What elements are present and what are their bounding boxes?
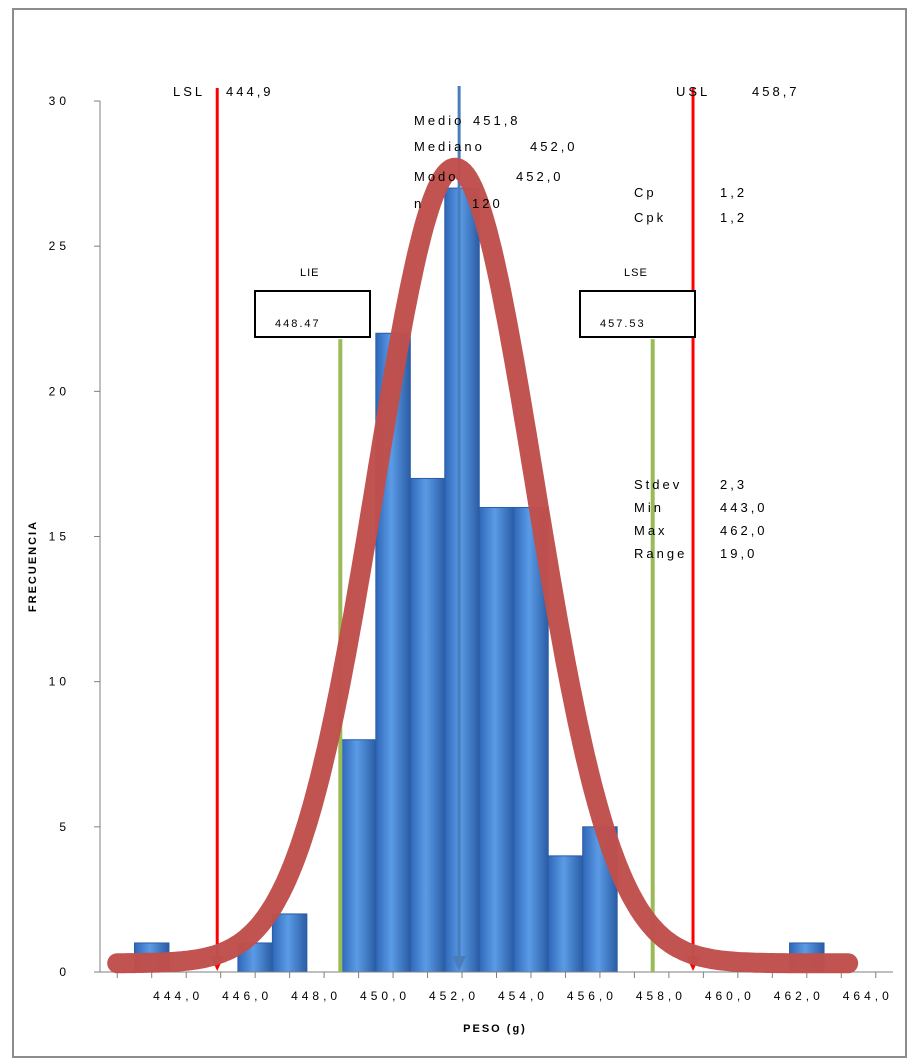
stat-spread-value: 2,3: [720, 477, 747, 492]
control-limit-box-lse: [579, 290, 696, 338]
x-tick-label: 448,0: [291, 989, 341, 1003]
stat-capability-value: 1,2: [720, 185, 747, 200]
stat-center-value: 452,0: [516, 169, 564, 184]
stat-spread-label: Range: [634, 546, 687, 561]
y-tick-label: 20: [49, 384, 70, 398]
stat-capability-label: Cp: [634, 185, 657, 200]
stat-capability-label: Cpk: [634, 210, 666, 225]
stat-spread-label: Min: [634, 500, 664, 515]
spec-limit-name-lsl: LSL: [173, 84, 205, 99]
y-tick-label: 10: [49, 675, 70, 689]
spec-limit-value-lsl: 444,9: [226, 84, 274, 99]
x-tick-label: 454,0: [498, 989, 548, 1003]
histogram-bar: [478, 506, 515, 973]
x-tick-label: 444,0: [153, 989, 203, 1003]
stat-spread-value: 443,0: [720, 500, 768, 515]
x-tick-label: 464,0: [843, 989, 893, 1003]
y-tick-label: 15: [49, 530, 70, 544]
stat-capability-value: 1,2: [720, 210, 747, 225]
x-tick-label: 446,0: [222, 989, 272, 1003]
stat-center-label: n: [414, 196, 424, 211]
y-axis-title: FRECUENCIA: [27, 520, 39, 612]
axes-layer: 0 5 10 15 20 25 30 444,0 446,0 448,0 450,0 452,0 454…: [49, 94, 893, 1003]
curve-layer: [107, 157, 859, 974]
histogram-bar: [547, 855, 584, 973]
x-tick-label: 456,0: [567, 989, 617, 1003]
stat-center-value: 120: [472, 196, 503, 211]
stat-spread-label: Stdev: [634, 477, 682, 492]
y-tick-label: 30: [49, 94, 70, 108]
histogram-bar: [271, 913, 308, 973]
x-tick-label: 460,0: [705, 989, 755, 1003]
stat-spread-value: 19,0: [720, 546, 757, 561]
y-tick-label: 0: [59, 965, 70, 979]
control-limit-box-lie: [254, 290, 371, 338]
stat-spread-label: Max: [634, 523, 668, 538]
stat-center-value: 452,0: [530, 139, 578, 154]
x-tick-label: 452,0: [429, 989, 479, 1003]
stat-spread-value: 462,0: [720, 523, 768, 538]
bars-layer: [133, 187, 825, 973]
spec-limit-value-usl: 458,7: [752, 84, 800, 99]
spec-limit-name-usl: USL: [676, 84, 710, 99]
normal-distribution-curve: [107, 157, 859, 974]
x-axis-title: PESO (g): [463, 1023, 527, 1035]
x-tick-label: 458,0: [636, 989, 686, 1003]
mean-line-arrow: [452, 956, 467, 971]
histogram-bar: [444, 187, 480, 973]
stat-center-label: Medio: [414, 113, 464, 128]
stat-center-label: Modo: [414, 169, 459, 184]
histogram-bar: [409, 477, 446, 973]
control-limit-name-lie: LIE: [300, 267, 320, 279]
x-tick-label: 450,0: [360, 989, 410, 1003]
control-limit-value-lie: 448.47: [275, 318, 321, 330]
stat-center-label: Mediano: [414, 139, 485, 154]
control-limit-name-lse: LSE: [624, 267, 648, 279]
labels-layer: LSL 444,9 USL 458,7 LIE 448.47 LSE 457.53 Medio 4…: [173, 84, 800, 561]
stat-center-value: 451,8: [473, 113, 521, 128]
y-tick-label: 5: [59, 820, 70, 834]
y-tick-label: 25: [49, 239, 70, 253]
control-limit-value-lse: 457.53: [600, 318, 646, 330]
x-tick-label: 462,0: [774, 989, 824, 1003]
histogram-bar: [340, 739, 377, 973]
